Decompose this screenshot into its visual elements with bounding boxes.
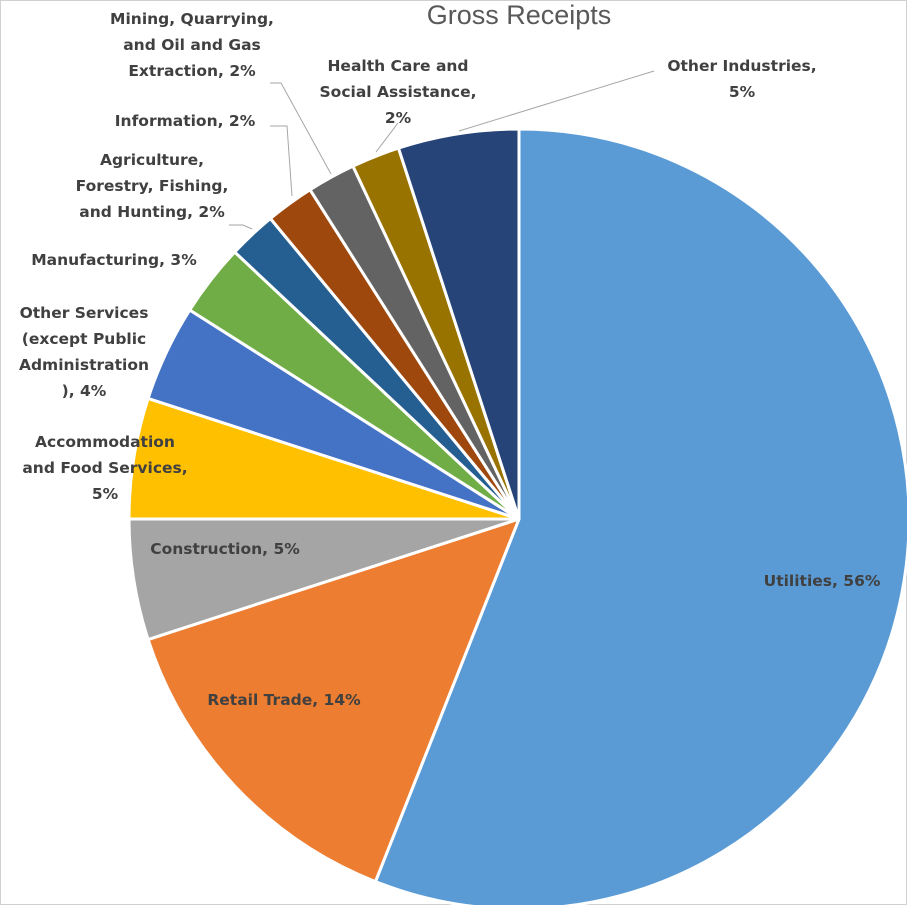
slice-utilities [373,127,907,905]
leader-lines [229,70,655,230]
data-label-health-care-and-social-assistance: Health Care and Social Assistance, 2% [320,57,477,127]
data-label-information: Information, 2% [115,112,256,130]
data-label-mining-quarrying-and-oil-and-gas-extraction: Mining, Quarrying, and Oil and Gas Extract… [110,10,274,80]
slice-other-industries [396,127,521,521]
leader-line-information [270,125,293,197]
leader-line-mining-quarrying-and-oil-and-gas-extraction [270,82,332,175]
leader-line-other-industries [458,70,655,132]
data-label-other-services-except-public-administration: Other Services (except Public Administrati… [19,304,149,400]
data-label-other-industries: Other Industries, 5% [667,57,816,101]
data-label-agriculture-forestry-fishing-and-hunting: Agriculture, Forestry, Fishing, and Huntin… [76,151,229,221]
data-label-construction: Construction, 5% [150,540,300,558]
leader-line-agriculture-forestry-fishing-and-hunting [229,224,253,230]
data-label-accommodation-and-food-services: Accommodation and Food Services, 5% [22,433,187,503]
data-labels: Utilities, 56% Retail Trade, 14% Construct… [19,10,881,709]
chart-title: Gross Receipts [427,0,612,30]
leader-line-health-care-and-social-assistance [375,122,399,153]
data-label-manufacturing: Manufacturing, 3% [31,251,197,269]
data-label-retail-trade: Retail Trade, 14% [207,691,361,709]
data-label-utilities: Utilities, 56% [764,572,881,590]
pie-slices [127,127,907,905]
